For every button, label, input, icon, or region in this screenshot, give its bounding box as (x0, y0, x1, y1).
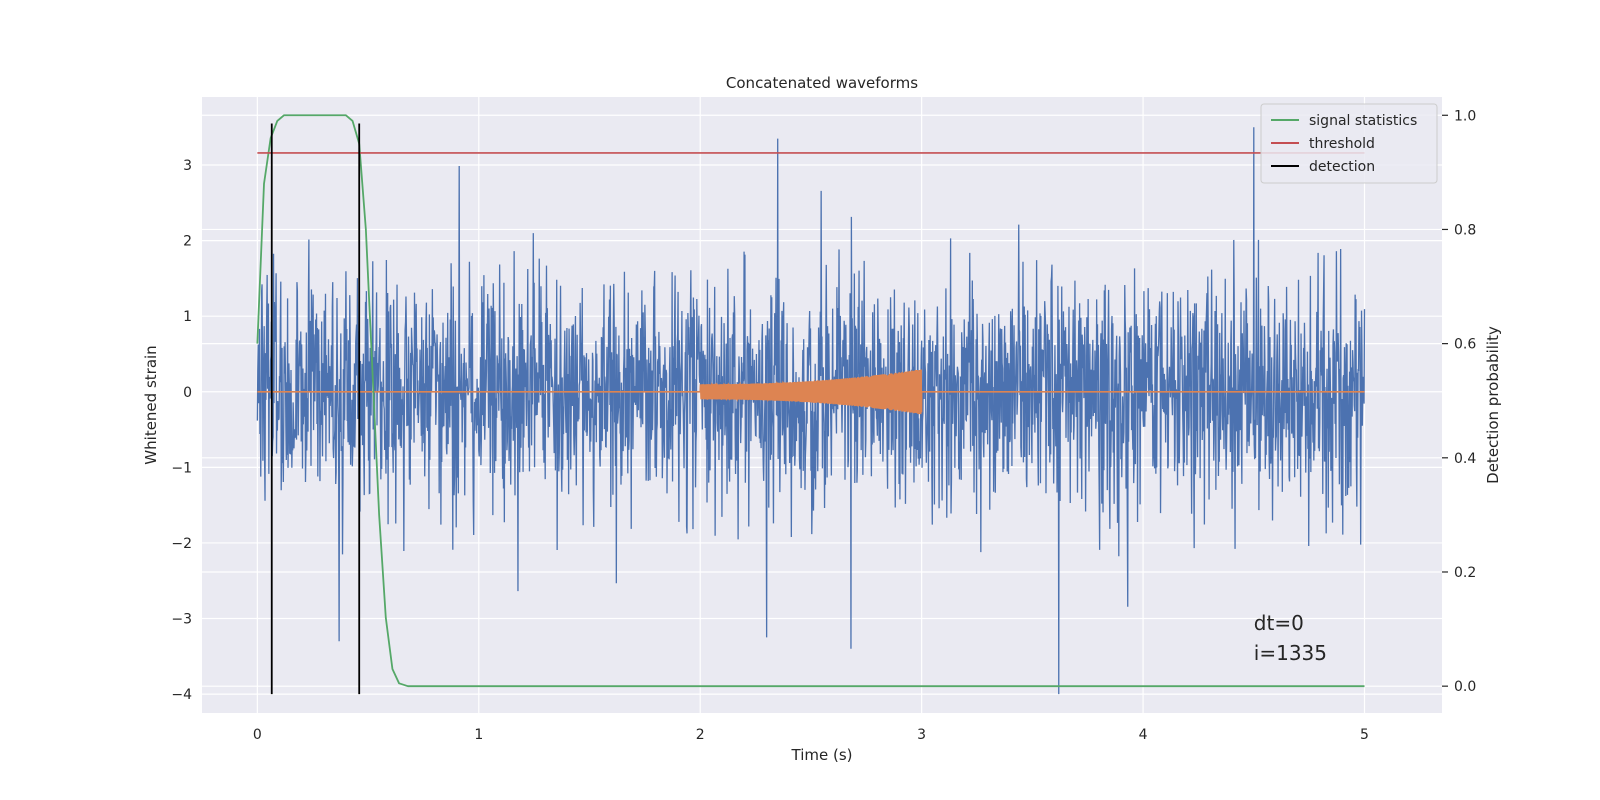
series-layer (256, 114, 1366, 695)
y2-tick-label: 1.0 (1454, 108, 1476, 124)
y-tick-label: 1 (183, 309, 192, 325)
y2-tick-label: 0.8 (1454, 222, 1476, 238)
ticks: 0 1 2 3 4 5 −4 −3 −2 −1 0 1 2 3 0.0 0.2 0.4 0.6 0.8 1.0 (171, 108, 1476, 743)
noise-series-line (256, 127, 1366, 695)
legend-entry: threshold (1309, 136, 1375, 152)
annotation-text: dt=0 (1254, 611, 1304, 635)
legend-box (1260, 103, 1438, 184)
y-tick-label: −2 (171, 536, 192, 552)
x-tick-label: 3 (917, 727, 926, 743)
x-tick-label: 5 (1360, 727, 1369, 743)
y-tick-label: −1 (171, 460, 192, 476)
y2-tick-label: 0.4 (1454, 451, 1476, 467)
x-tick-label: 1 (474, 727, 483, 743)
chart-title: Concatenated waveforms (726, 74, 918, 92)
legend-entry: signal statistics (1309, 113, 1417, 129)
signal-statistics-line (256, 114, 1365, 688)
y-tick-label: 3 (183, 158, 192, 174)
x-axis-title: Time (s) (791, 746, 853, 764)
x-tick-label: 2 (696, 727, 705, 743)
y-axis-title: Whitened strain (142, 345, 160, 464)
y2-tick-label: 0.0 (1454, 679, 1476, 695)
annotation-text: i=1335 (1254, 641, 1327, 665)
x-tick-label: 0 (253, 727, 262, 743)
y-tick-label: −4 (171, 687, 192, 703)
y-tick-label: 0 (183, 385, 192, 401)
y-tick-label: 2 (183, 234, 192, 250)
legend-entry: detection (1309, 159, 1375, 175)
y2-tick-label: 0.6 (1454, 337, 1476, 353)
y2-tick-label: 0.2 (1454, 565, 1476, 581)
x-tick-label: 4 (1139, 727, 1148, 743)
chirp-series-line (257, 369, 1365, 415)
y-tick-label: −3 (171, 612, 192, 628)
legend: signal statistics threshold detection (1260, 103, 1438, 184)
annotations: dt=0 i=1335 (1254, 611, 1327, 665)
y2-axis-title: Detection probability (1484, 326, 1502, 484)
